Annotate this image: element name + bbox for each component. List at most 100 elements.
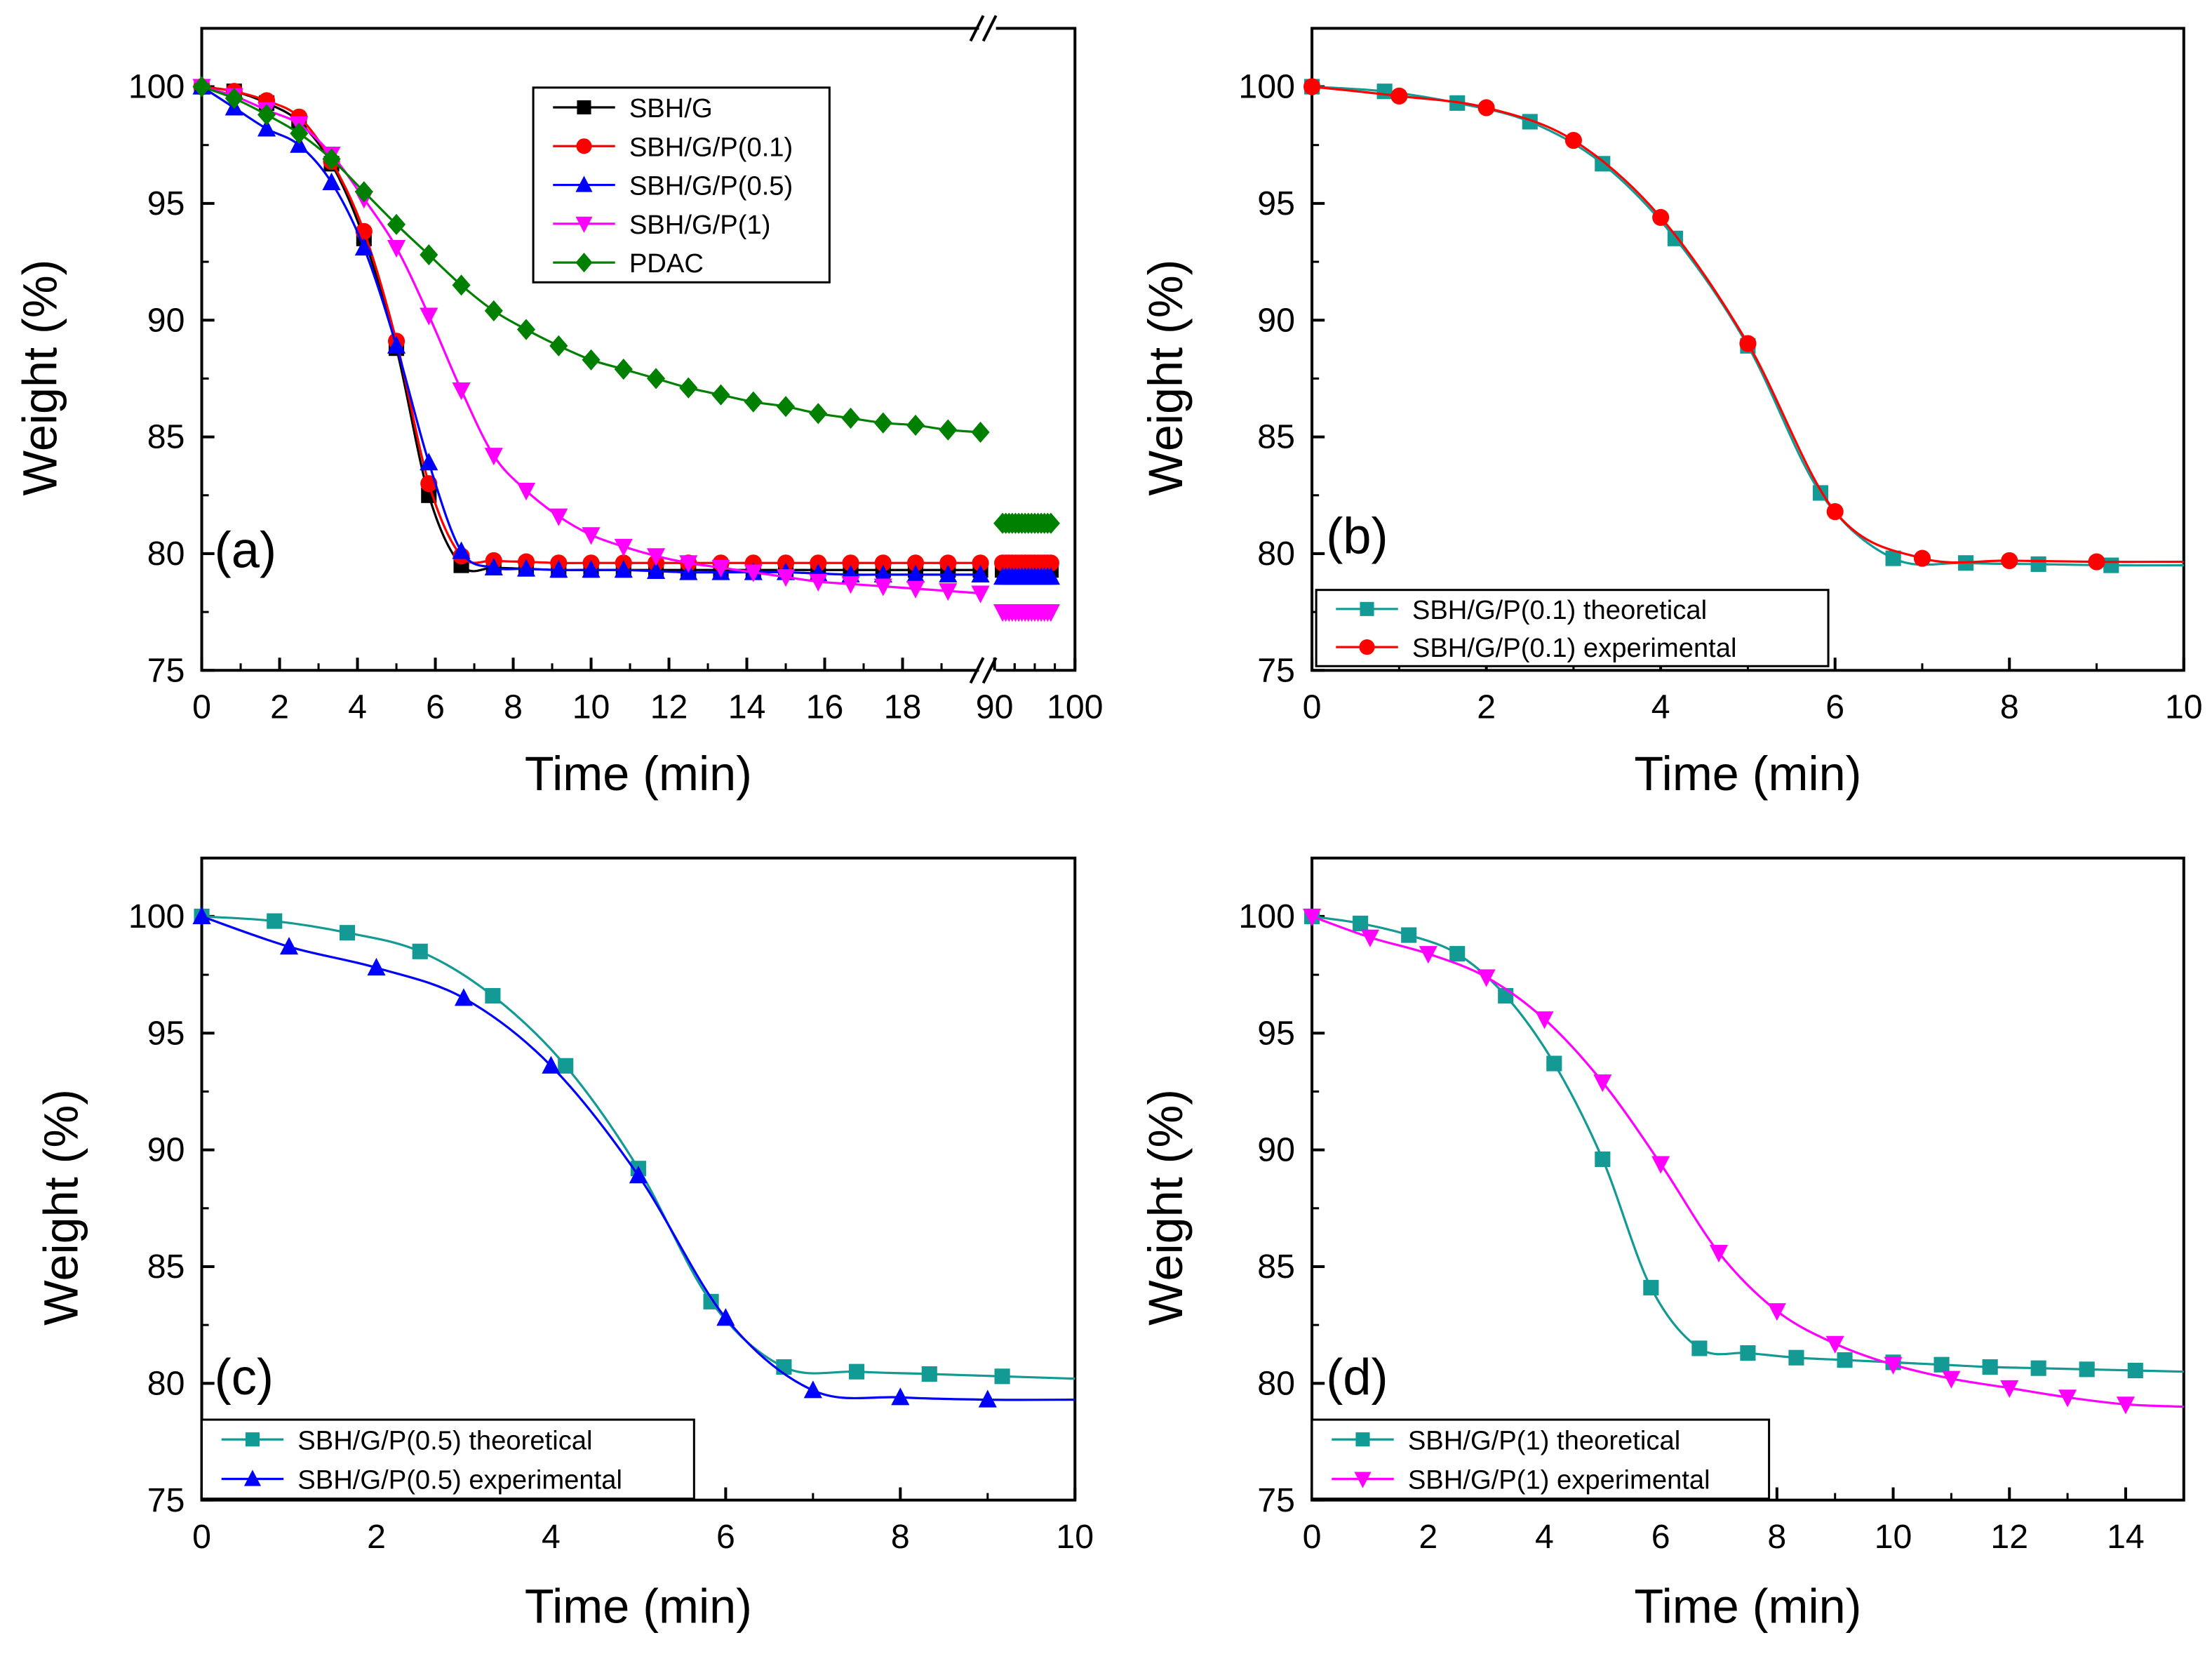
data-point [776, 396, 796, 418]
legend: SBH/G/P(0.1) theoretical SBH/G/P(0.1) exp… [1315, 589, 1830, 667]
data-point [711, 559, 730, 578]
x-tick-label: 0 [1303, 1518, 1322, 1556]
data-point [873, 578, 892, 596]
x-tick-label: 2 [1419, 1518, 1437, 1556]
data-point [873, 412, 892, 434]
x-tick-label: 8 [1767, 1518, 1786, 1556]
data-point [1449, 946, 1466, 962]
data-point [485, 987, 501, 1004]
x-tick-label: 2 [270, 688, 289, 726]
legend-label: SBH/G/P(0.1) experimental [1412, 633, 1737, 663]
data-point [646, 548, 666, 566]
data-point [906, 414, 925, 436]
y-tick-label: 95 [1257, 1014, 1295, 1052]
data-point [1376, 84, 1393, 100]
x-tick-label: 10 [2165, 688, 2203, 726]
data-point [516, 559, 536, 577]
legend: SBH/G SBH/G/P(0.1) SBH/G/P(0.5) SBH/G/P(1) P… [532, 86, 831, 284]
y-tick-label: 75 [147, 1481, 185, 1519]
series-sbh-g-p-0-1-theoretical [1304, 79, 2184, 573]
data-point [679, 377, 698, 399]
data-point [279, 937, 299, 955]
data-point [387, 240, 406, 258]
series-line [1311, 85, 2184, 567]
data-point [1913, 549, 1931, 567]
y-tick-label: 85 [147, 418, 185, 456]
data-point [2088, 553, 2105, 571]
data-point [1535, 1011, 1554, 1029]
x-tick-label: 0 [192, 1518, 211, 1556]
chart-panel-d: 75 80 85 90 95 100 0 2 4 6 8 10 12 14 Time (min) Weight… [1139, 856, 2185, 1634]
legend-marker [1354, 1472, 1372, 1488]
x-tick-label: 2 [367, 1518, 386, 1556]
legend-box [1311, 1418, 1771, 1500]
data-point [516, 483, 536, 501]
legend-marker [577, 100, 591, 115]
data-point [582, 349, 601, 371]
x-tick-label: 10 [1056, 1518, 1094, 1556]
panel-label: (d) [1326, 1349, 1388, 1406]
data-point [906, 564, 925, 582]
x-tick-label: 6 [1825, 688, 1844, 726]
data-point [994, 1368, 1010, 1385]
data-point [1982, 1359, 1998, 1375]
x-tick-label: 8 [891, 1518, 910, 1556]
data-point [1593, 1074, 1612, 1093]
data-point [646, 368, 666, 389]
x-tick-label: 14 [728, 688, 766, 726]
legend-marker [245, 1432, 260, 1447]
series-line [1311, 85, 2184, 564]
data-point [1042, 554, 1059, 572]
legend: SBH/G/P(1) theoretical SBH/G/P(1) experim… [1311, 1418, 1771, 1500]
x-tick-label: 8 [504, 688, 523, 726]
data-point [516, 319, 536, 340]
y-tick-label: 95 [147, 1014, 185, 1052]
data-point [849, 1363, 865, 1380]
chart-panel-c: 75 80 85 90 95 100 0 2 4 6 8 10 Time (min) Weight (%)… [35, 856, 1094, 1634]
chart-panel-b: 75 80 85 90 95 100 0 2 4 6 8 10 Time (min) Weight (%)… [1139, 27, 2203, 801]
series-line [201, 915, 1075, 1401]
data-point [1477, 969, 1496, 987]
data-point [192, 76, 211, 98]
x-tick-label: 10 [1875, 1518, 1912, 1556]
legend-marker [576, 138, 592, 154]
data-point [367, 958, 386, 976]
series-sbh-g-p-1-theoretical [1304, 908, 2184, 1379]
legend-label: SBH/G/P(1) experimental [1408, 1465, 1710, 1495]
data-point [939, 564, 958, 582]
data-point [810, 554, 827, 572]
data-point [339, 925, 356, 941]
x-tick-label: 6 [716, 1518, 735, 1556]
data-point [420, 307, 438, 326]
data-point [939, 419, 958, 441]
data-point [646, 561, 666, 579]
data-point [2116, 1396, 2136, 1415]
x-tick-label: 0 [1303, 688, 1322, 726]
x-tick-label: 16 [806, 688, 844, 726]
data-point [978, 1389, 997, 1408]
y-tick-label: 95 [147, 185, 185, 222]
y-tick-label: 80 [1257, 535, 1295, 573]
data-point [1643, 1279, 1659, 1295]
data-point [1651, 1156, 1670, 1174]
legend-label: SBH/G/P(0.1) [629, 132, 793, 162]
legend-box [201, 1418, 695, 1500]
series-pdac [192, 76, 1060, 534]
data-point [420, 244, 438, 266]
data-point [452, 541, 471, 559]
data-point [542, 1055, 561, 1074]
x-tick-label: 14 [2107, 1518, 2145, 1556]
data-point [1837, 1352, 1853, 1368]
x-tick-label: 12 [1990, 1518, 2028, 1556]
legend-label: SBH/G/P(0.5) experimental [297, 1465, 622, 1495]
data-point [906, 554, 925, 572]
x-tick-label: 4 [1651, 688, 1670, 726]
data-point [267, 913, 283, 929]
data-point [192, 906, 211, 924]
data-point [549, 560, 568, 578]
data-point [1740, 1345, 1756, 1361]
legend-marker [1359, 639, 1375, 655]
data-point [322, 172, 341, 191]
x-tick-label: 6 [1651, 1518, 1670, 1556]
y-axis-label: Weight (%) [13, 260, 67, 496]
